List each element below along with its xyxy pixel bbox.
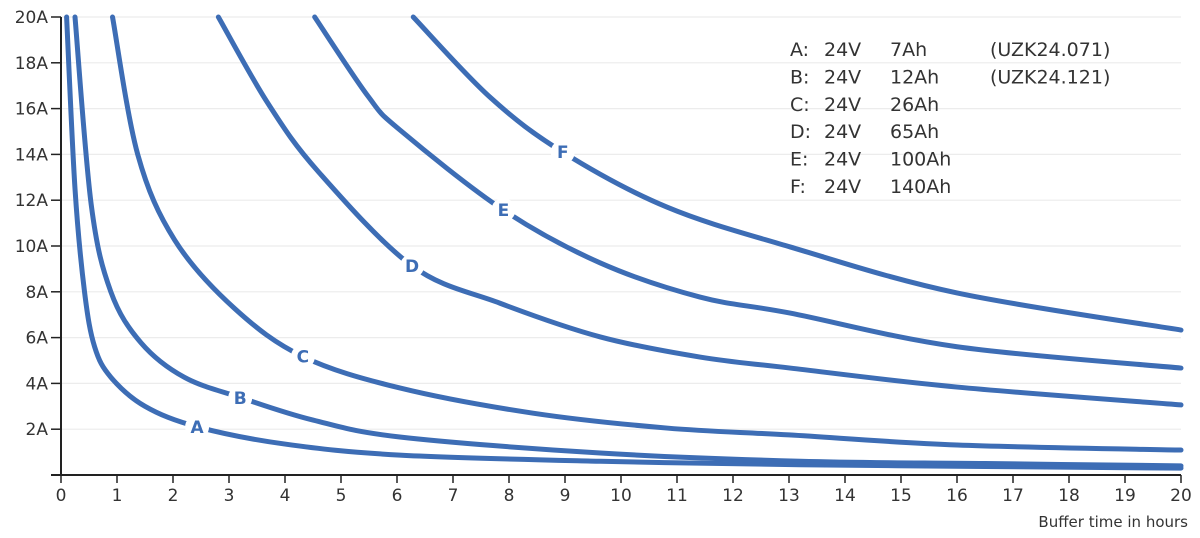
y-tick-label: 4A [26, 374, 49, 394]
y-tick-label: 18A [15, 54, 49, 74]
legend: A: 24V 7Ah (UZK24.071) B: 24V 12Ah (UZK24.121) C… [790, 39, 1110, 198]
legend-capacity: 100Ah [890, 149, 951, 171]
legend-capacity: 65Ah [890, 121, 939, 143]
x-tick-label: 12 [722, 486, 744, 506]
legend-voltage: 24V [824, 121, 861, 143]
x-tick-label: 6 [392, 486, 403, 506]
y-tick-label: 8A [26, 283, 49, 303]
y-tick-label: 6A [26, 329, 49, 349]
y-tick-label: 14A [15, 145, 49, 165]
x-tick-label: 4 [280, 486, 291, 506]
y-tick-label: 16A [15, 100, 49, 120]
legend-letter: E: [790, 149, 808, 171]
x-tick-label: 19 [1114, 486, 1136, 506]
legend-entry: F: 24V 140Ah [790, 176, 951, 198]
y-tick-label: 2A [26, 420, 49, 440]
curve-label-c: C [297, 348, 309, 368]
legend-voltage: 24V [824, 149, 861, 171]
legend-entry: B: 24V 12Ah (UZK24.121) [790, 66, 1110, 88]
legend-entry: D: 24V 65Ah [790, 121, 939, 143]
x-tick-label: 13 [778, 486, 800, 506]
curve-e [312, 14, 1184, 371]
curve-label-f: F [557, 143, 569, 163]
curve-d [215, 14, 1184, 408]
legend-letter: A: [790, 39, 809, 61]
x-axis-label: Buffer time in hours [1038, 513, 1188, 531]
legend-entry: A: 24V 7Ah (UZK24.071) [790, 39, 1110, 61]
curve-label-bg [185, 414, 210, 439]
curve-c [110, 14, 1184, 453]
curves: A B C D E F [64, 14, 1184, 471]
x-tick-label: 15 [890, 486, 912, 506]
x-tick-label: 9 [560, 486, 571, 506]
y-tick-label: 20A [15, 8, 49, 28]
curve-b [72, 14, 1184, 469]
legend-voltage: 24V [824, 66, 861, 88]
x-tick-label: 5 [336, 486, 347, 506]
legend-entry: E: 24V 100Ah [790, 149, 951, 171]
grid [61, 16, 1181, 430]
x-tick-label: 0 [56, 486, 67, 506]
curve-label-a: A [190, 418, 204, 438]
x-tick-label: 16 [946, 486, 968, 506]
legend-capacity: 7Ah [890, 39, 927, 61]
legend-capacity: 26Ah [890, 94, 939, 116]
legend-capacity: 12Ah [890, 66, 939, 88]
curve-label-bg [550, 140, 575, 165]
legend-letter: D: [790, 121, 811, 143]
x-tick-label: 8 [504, 486, 515, 506]
legend-entry: C: 24V 26Ah [790, 94, 939, 116]
curve-label-bg [228, 385, 253, 410]
x-tick-label: 10 [610, 486, 632, 506]
curve-label-bg [491, 198, 516, 223]
x-tick-label: 20 [1170, 486, 1192, 506]
curve-f [410, 14, 1184, 333]
legend-voltage: 24V [824, 39, 861, 61]
curve-label-b: B [234, 389, 247, 409]
legend-model: (UZK24.121) [990, 66, 1110, 88]
legend-model: (UZK24.071) [990, 39, 1110, 61]
x-tick-label: 17 [1002, 486, 1024, 506]
x-tick-label: 3 [224, 486, 235, 506]
curve-label-d: D [405, 257, 419, 277]
x-tick-label: 18 [1058, 486, 1080, 506]
curve-a [64, 14, 1184, 471]
curve-label-bg [400, 253, 425, 278]
x-tick-label: 14 [834, 486, 856, 506]
x-tick-label: 7 [448, 486, 459, 506]
curve-label-e: E [498, 201, 510, 221]
legend-voltage: 24V [824, 94, 861, 116]
y-tick-label: 10A [15, 237, 49, 257]
x-tick-label: 1 [112, 486, 123, 506]
y-tick-label: 12A [15, 191, 49, 211]
legend-capacity: 140Ah [890, 176, 951, 198]
x-tick-label: 11 [666, 486, 688, 506]
x-tick-label: 2 [168, 486, 179, 506]
legend-letter: B: [790, 66, 809, 88]
legend-letter: F: [790, 176, 806, 198]
curve-label-bg [290, 344, 315, 369]
legend-letter: C: [790, 94, 810, 116]
legend-voltage: 24V [824, 176, 861, 198]
